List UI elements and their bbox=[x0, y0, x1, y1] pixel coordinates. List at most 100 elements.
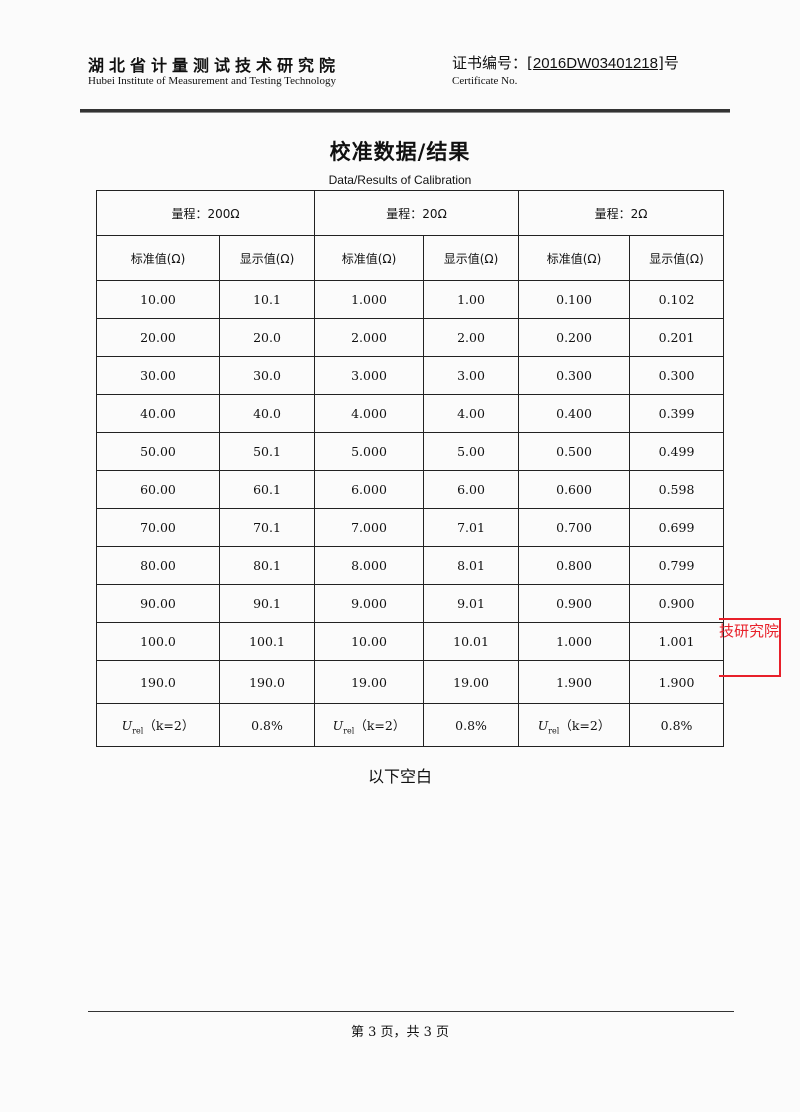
table-cell: 30.0 bbox=[218, 356, 316, 395]
table-cell: 3.00 bbox=[423, 356, 520, 395]
table-cell: 10.00 bbox=[96, 280, 220, 319]
table-cell: 2.00 bbox=[423, 318, 520, 357]
table-cell: 90.1 bbox=[218, 584, 316, 623]
table-cell: 190.0 bbox=[96, 660, 220, 704]
table-cell: 10.01 bbox=[423, 622, 520, 661]
table-row: 50.00 50.1 5.000 5.00 0.500 0.499 bbox=[96, 432, 725, 471]
table-row: 80.00 80.1 8.000 8.01 0.800 0.799 bbox=[96, 546, 725, 585]
table-cell: 7.000 bbox=[314, 508, 425, 547]
table-cell: 80.1 bbox=[218, 546, 316, 585]
column-header: 显示值(Ω) bbox=[629, 235, 725, 281]
k-label: （k=2） bbox=[143, 717, 195, 733]
table-cell: 50.1 bbox=[218, 432, 316, 471]
table-cell: 0.900 bbox=[518, 584, 631, 623]
table-cell: 1.001 bbox=[629, 622, 725, 661]
uncertainty-label: Urel（k=2） bbox=[314, 703, 425, 747]
table-cell: 4.000 bbox=[314, 394, 425, 433]
page-subtitle: Data/Results of Calibration bbox=[328, 173, 472, 187]
table-cell: 1.000 bbox=[314, 280, 425, 319]
table-cell: 9.000 bbox=[314, 584, 425, 623]
table-row: 40.00 40.0 4.000 4.00 0.400 0.399 bbox=[96, 394, 725, 433]
column-header: 标准值(Ω) bbox=[314, 235, 425, 281]
table-cell: 20.0 bbox=[218, 318, 316, 357]
institute-name-cn: 湖北省计量测试技术研究院 bbox=[88, 56, 341, 75]
table-cell: 0.699 bbox=[629, 508, 725, 547]
red-seal-stamp: 技研究院 bbox=[719, 618, 781, 677]
table-cell: 90.00 bbox=[96, 584, 220, 623]
table-cell: 60.00 bbox=[96, 470, 220, 509]
table-row: 10.00 10.1 1.000 1.00 0.100 0.102 bbox=[96, 280, 725, 319]
table-cell: 4.00 bbox=[423, 394, 520, 433]
table-cell: 70.00 bbox=[96, 508, 220, 547]
table-cell: 0.700 bbox=[518, 508, 631, 547]
column-header: 显示值(Ω) bbox=[423, 235, 520, 281]
table-cell: 0.900 bbox=[629, 584, 725, 623]
u-subscript: rel bbox=[548, 726, 560, 736]
uncertainty-value: 0.8% bbox=[218, 703, 316, 747]
table-row: 60.00 60.1 6.000 6.00 0.600 0.598 bbox=[96, 470, 725, 509]
table-cell: 70.1 bbox=[218, 508, 316, 547]
footer-divider bbox=[88, 1011, 734, 1012]
header-divider bbox=[80, 109, 730, 113]
column-header: 标准值(Ω) bbox=[96, 235, 220, 281]
table-cell: 0.300 bbox=[518, 356, 631, 395]
table-row: 20.00 20.0 2.000 2.00 0.200 0.201 bbox=[96, 318, 725, 357]
range-header: 量程：2Ω bbox=[518, 190, 725, 236]
cert-number-value: 2016DW03401218 bbox=[532, 55, 658, 72]
table-cell: 0.500 bbox=[518, 432, 631, 471]
uncertainty-label: Urel（k=2） bbox=[96, 703, 220, 747]
institute-name-en: Hubei Institute of Measurement and Testi… bbox=[88, 75, 336, 87]
table-cell: 5.00 bbox=[423, 432, 520, 471]
table-cell: 5.000 bbox=[314, 432, 425, 471]
table-cell: 0.200 bbox=[518, 318, 631, 357]
table-cell: 0.499 bbox=[629, 432, 725, 471]
stamp-text: 技研究院 bbox=[719, 622, 780, 640]
table-cell: 40.00 bbox=[96, 394, 220, 433]
table-cell: 30.00 bbox=[96, 356, 220, 395]
range-header: 量程：200Ω bbox=[95, 190, 316, 236]
table-cell: 8.000 bbox=[314, 546, 425, 585]
table-cell: 10.00 bbox=[314, 622, 425, 661]
table-cell: 6.000 bbox=[314, 470, 425, 509]
table-cell: 0.799 bbox=[629, 546, 725, 585]
u-subscript: rel bbox=[132, 726, 144, 736]
table-cell: 0.300 bbox=[629, 356, 725, 395]
column-header: 显示值(Ω) bbox=[218, 235, 316, 281]
table-cell: 3.000 bbox=[314, 356, 425, 395]
u-subscript: rel bbox=[343, 726, 355, 736]
uncertainty-value: 0.8% bbox=[423, 703, 520, 747]
table-row: 30.00 30.0 3.000 3.00 0.300 0.300 bbox=[96, 356, 725, 395]
table-cell: 2.000 bbox=[314, 318, 425, 357]
k-label: （k=2） bbox=[559, 717, 611, 733]
u-symbol: U bbox=[332, 717, 344, 733]
table-cell: 0.598 bbox=[629, 470, 725, 509]
table-cell: 0.800 bbox=[518, 546, 631, 585]
k-label: （k=2） bbox=[354, 717, 406, 733]
range-header-row: 量程：200Ω 量程：20Ω 量程：2Ω bbox=[95, 190, 725, 236]
table-cell: 0.102 bbox=[629, 280, 725, 319]
table-cell: 80.00 bbox=[96, 546, 220, 585]
page-number: 第 3 页，共 3 页 bbox=[350, 1025, 450, 1040]
table-cell: 1.900 bbox=[629, 660, 725, 704]
table-cell: 60.1 bbox=[218, 470, 316, 509]
page-title: 校准数据/结果 bbox=[329, 140, 471, 164]
table-cell: 10.1 bbox=[218, 280, 316, 319]
table-cell: 1.900 bbox=[518, 660, 631, 704]
table-cell: 190.0 bbox=[218, 660, 316, 704]
calibration-table: 量程：200Ω 量程：20Ω 量程：2Ω 标准值(Ω) 显示值(Ω) 标准值(Ω… bbox=[95, 190, 725, 747]
table-row: 190.0 190.0 19.00 19.00 1.900 1.900 bbox=[96, 660, 725, 704]
table-cell: 7.01 bbox=[423, 508, 520, 547]
table-cell: 0.600 bbox=[518, 470, 631, 509]
uncertainty-value: 0.8% bbox=[629, 703, 725, 747]
table-cell: 0.399 bbox=[629, 394, 725, 433]
table-cell: 9.01 bbox=[423, 584, 520, 623]
cert-label-en: Certificate No. bbox=[452, 75, 518, 87]
u-symbol: U bbox=[121, 717, 133, 733]
table-row: 70.00 70.1 7.000 7.01 0.700 0.699 bbox=[96, 508, 725, 547]
table-cell: 19.00 bbox=[423, 660, 520, 704]
column-header: 标准值(Ω) bbox=[518, 235, 631, 281]
table-row: 90.00 90.1 9.000 9.01 0.900 0.900 bbox=[96, 584, 725, 623]
range-header: 量程：20Ω bbox=[314, 190, 520, 236]
table-cell: 6.00 bbox=[423, 470, 520, 509]
table-row: 100.0 100.1 10.00 10.01 1.000 1.001 bbox=[96, 622, 725, 661]
